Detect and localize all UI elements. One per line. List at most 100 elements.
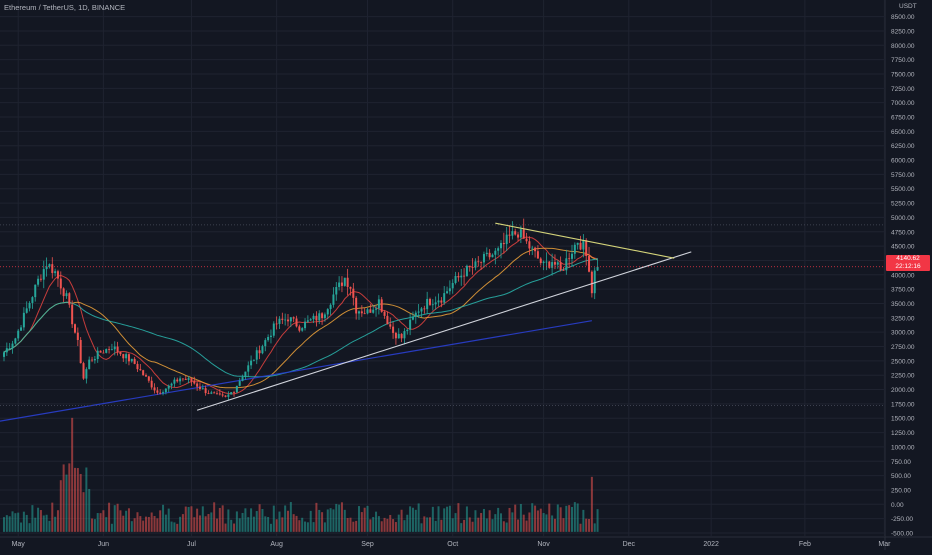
volume-bar	[159, 510, 162, 532]
candle-body	[179, 378, 182, 382]
volume-bar	[377, 516, 380, 532]
volume-bar	[76, 468, 79, 532]
trendlines[interactable]	[196, 222, 692, 411]
volume-bar	[204, 516, 207, 532]
volume-bar	[20, 522, 23, 532]
candle-body	[159, 392, 162, 394]
volume-bar	[233, 523, 236, 532]
volume-bar	[585, 518, 588, 532]
candle-body	[255, 350, 258, 360]
volume-bar	[167, 508, 170, 532]
candle-body	[590, 271, 593, 294]
candle-body	[400, 333, 403, 339]
candle-body	[74, 324, 76, 333]
price-tick-label: 7250.00	[891, 86, 915, 93]
volume-bar	[235, 511, 238, 532]
volume-bar	[275, 519, 278, 532]
price-tick-label: 2000.00	[891, 387, 915, 394]
volume-bar	[184, 506, 187, 532]
time-axis[interactable]: May Jun Jul Aug Sep Oct Nov Dec 2022 Feb Mar	[12, 541, 892, 548]
volume-bar	[522, 514, 525, 532]
volume-bar	[525, 520, 528, 532]
candle-body	[437, 300, 440, 303]
volume-bar	[568, 505, 571, 532]
time-tick-label: Jul	[187, 541, 196, 548]
candle-body	[397, 333, 400, 339]
candle-body	[568, 258, 571, 260]
last-price-value: 4140.62	[896, 255, 920, 262]
candle-body	[17, 330, 20, 339]
volume-bar	[14, 513, 17, 532]
time-tick-label: Oct	[447, 541, 458, 548]
candle-body	[164, 388, 167, 393]
volume-bar	[292, 514, 295, 532]
volume-bar	[565, 505, 568, 532]
candle-body	[383, 311, 386, 316]
volume-bar	[82, 492, 85, 532]
candle-body	[261, 346, 264, 354]
candle-body	[227, 394, 230, 397]
volume-bar	[593, 523, 596, 532]
candle-body	[414, 312, 417, 317]
volume-bar	[326, 509, 329, 532]
candle-body	[360, 311, 363, 314]
candle-body	[306, 320, 309, 322]
candle-body	[96, 350, 99, 360]
volume-bar	[301, 517, 304, 532]
candle-body	[136, 363, 139, 370]
candle-body	[471, 267, 474, 268]
candle-body	[51, 264, 54, 274]
candle-body	[252, 359, 255, 361]
candle-body	[85, 369, 88, 379]
volume-bar	[133, 518, 136, 532]
candle-body	[539, 258, 542, 264]
price-tick-label: 250.00	[891, 487, 911, 494]
candlesticks[interactable]	[3, 218, 599, 401]
volume-bar	[213, 502, 216, 532]
candle-body	[42, 269, 45, 280]
volume-bar	[423, 516, 426, 532]
candle-body	[235, 385, 238, 393]
volume-bar	[196, 508, 199, 532]
volume-bar	[420, 523, 423, 532]
volume-bar	[531, 503, 534, 532]
candle-body	[39, 278, 42, 280]
price-axis[interactable]: 8500.00 8250.00 8000.00 7750.00 7500.00 7250.…	[891, 14, 915, 537]
volume-bar	[216, 518, 218, 532]
time-tick-label: May	[12, 541, 26, 548]
volume-bar	[485, 518, 488, 532]
volume-bar	[446, 506, 449, 532]
price-tick-label: 1500.00	[891, 416, 915, 423]
volume-bar	[471, 521, 474, 532]
volume-bar	[113, 505, 116, 532]
candle-body	[562, 270, 565, 271]
volume-bar	[102, 510, 105, 532]
volume-bar	[355, 520, 358, 532]
candle-body	[5, 348, 8, 353]
candle-body	[210, 392, 213, 394]
volume-bar	[451, 518, 454, 532]
volume-bar	[360, 512, 363, 532]
price-tick-label: 4750.00	[891, 229, 915, 236]
candle-body	[457, 275, 460, 278]
volume-bar	[258, 504, 261, 532]
symbol-title: Ethereum / TetherUS, 1D, BINANCE	[4, 3, 126, 12]
time-tick-label: Jun	[98, 541, 109, 548]
volume-bar	[414, 509, 417, 532]
volume-bar	[539, 508, 542, 532]
candle-body	[409, 319, 412, 330]
candle-body	[139, 369, 142, 371]
candle-body	[289, 317, 292, 322]
volume-bar	[482, 508, 485, 532]
volume-bar	[590, 476, 593, 532]
candle-body	[517, 234, 520, 238]
ascending-trendline	[196, 251, 692, 411]
volume-bar	[68, 463, 71, 532]
candle-body	[508, 234, 511, 236]
candle-body	[130, 358, 133, 362]
candle-body	[62, 288, 65, 297]
price-tick-label: 1250.00	[891, 430, 915, 437]
candle-body	[534, 247, 537, 252]
